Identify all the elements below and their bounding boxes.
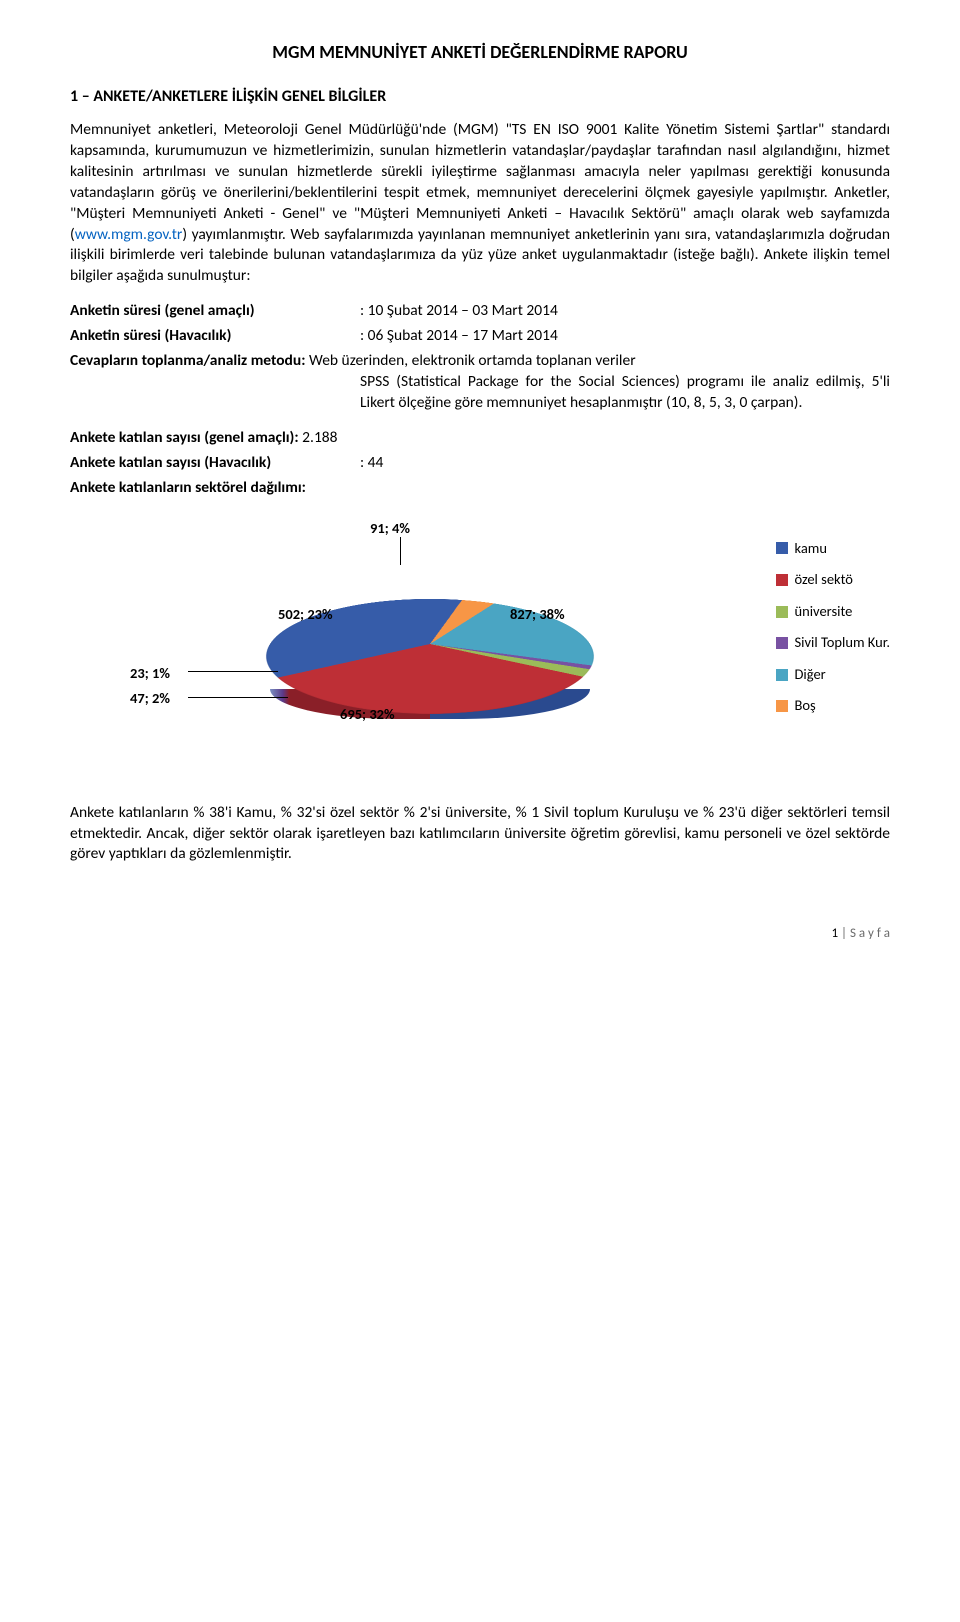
callout-universite: 47; 2%: [130, 689, 170, 709]
legend-swatch: [776, 574, 788, 586]
value-method-b: SPSS (Statistical Package for the Social…: [360, 372, 890, 414]
value-method-a: Web üzerinden, elektronik ortamda toplan…: [305, 351, 635, 370]
legend: kamu özel sektö üniversite Sivil Toplum …: [776, 539, 890, 728]
label-participants-aviation: Ankete katılan sayısı (Havacılık): [70, 453, 360, 474]
page-footer: 1 | S a y f a: [70, 925, 890, 943]
legend-item-universite: üniversite: [776, 602, 890, 622]
row-participants-general: Ankete katılan sayısı (genel amaçlı): 2.…: [70, 428, 890, 449]
leader-line: [400, 537, 401, 565]
label-sector-distribution: Ankete katılanların sektörel dağılımı:: [70, 478, 306, 499]
callout-diger: 502; 23%: [278, 605, 333, 625]
row-sector-distribution: Ankete katılanların sektörel dağılımı:: [70, 478, 890, 499]
legend-item-sivil: Sivil Toplum Kur.: [776, 633, 890, 653]
conclusion-paragraph: Ankete katılanların % 38'i Kamu, % 32'si…: [70, 803, 890, 866]
legend-label: Sivil Toplum Kur.: [794, 633, 890, 653]
callout-bos: 91; 4%: [370, 519, 410, 539]
label-period-general: Anketin süresi (genel amaçlı): [70, 301, 360, 322]
section-1-heading: 1 – ANKETE/ANKETLERE İLİŞKİN GENEL BİLGİ…: [70, 86, 890, 108]
legend-swatch: [776, 606, 788, 618]
row-analysis-method: Cevapların toplanma/analiz metodu: Web ü…: [70, 351, 890, 414]
intro-text-b: ) yayımlanmıştır. Web sayfalarımızda yay…: [70, 225, 890, 286]
pie-3d-wrap: [270, 559, 590, 729]
row-participants-aviation: Ankete katılan sayısı (Havacılık) : 44: [70, 453, 890, 474]
legend-swatch: [776, 637, 788, 649]
legend-item-bos: Boş: [776, 696, 890, 716]
callout-ozel: 695; 32%: [340, 705, 395, 725]
pie-chart-sector: 91; 4% 827; 38% 502; 23% 23; 1% 47; 2% 6…: [70, 519, 890, 779]
row-survey-period-aviation: Anketin süresi (Havacılık) : 06 Şubat 20…: [70, 326, 890, 347]
callout-sivil: 23; 1%: [130, 664, 170, 684]
mgm-link[interactable]: www.mgm.gov.tr: [75, 225, 183, 244]
legend-item-ozel: özel sektö: [776, 570, 890, 590]
leader-line: [188, 697, 288, 698]
legend-label: Boş: [794, 696, 815, 716]
value-period-aviation: : 06 Şubat 2014 – 17 Mart 2014: [360, 326, 890, 347]
legend-label: kamu: [794, 539, 827, 559]
label-method: Cevapların toplanma/analiz metodu:: [70, 351, 305, 370]
value-period-general: : 10 Şubat 2014 – 03 Mart 2014: [360, 301, 890, 322]
label-participants-general: Ankete katılan sayısı (genel amaçlı): 2.…: [70, 428, 338, 449]
legend-swatch: [776, 542, 788, 554]
report-title: MGM MEMNUNİYET ANKETİ DEĞERLENDİRME RAPO…: [70, 40, 890, 64]
legend-label: Diğer: [794, 665, 825, 685]
value-participants-aviation: : 44: [360, 453, 890, 474]
legend-item-kamu: kamu: [776, 539, 890, 559]
legend-swatch: [776, 700, 788, 712]
callout-kamu: 827; 38%: [510, 605, 565, 625]
intro-paragraph: Memnuniyet anketleri, Meteoroloji Genel …: [70, 120, 890, 287]
row-survey-period-general: Anketin süresi (genel amaçlı) : 10 Şubat…: [70, 301, 890, 322]
legend-label: üniversite: [794, 602, 852, 622]
footer-text: | S a y f a: [838, 926, 890, 941]
legend-item-diger: Diğer: [776, 665, 890, 685]
legend-swatch: [776, 669, 788, 681]
leader-line: [188, 671, 278, 672]
label-period-aviation: Anketin süresi (Havacılık): [70, 326, 360, 347]
legend-label: özel sektö: [794, 570, 852, 590]
